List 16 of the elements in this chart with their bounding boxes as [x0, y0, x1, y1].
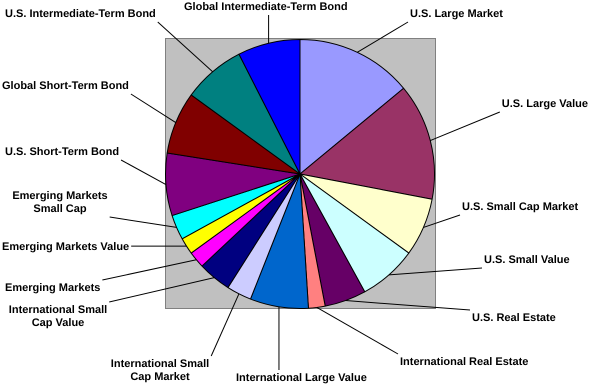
slice-label: U.S. Small Value: [484, 254, 570, 266]
slice-label: U.S. Large Value: [502, 98, 588, 110]
slice-label: International Small Cap Market: [110, 358, 210, 384]
slice-label: U.S. Intermediate-Term Bond: [5, 8, 156, 20]
slice-label: International Real Estate: [400, 356, 528, 368]
slice-label: Global Intermediate-Term Bond: [184, 1, 348, 14]
slice-label: Emerging Markets Small Cap: [12, 190, 108, 216]
slice-label: Emerging Markets Value: [2, 241, 130, 254]
slice-label: U.S. Large Market: [410, 8, 504, 20]
slice-label: International Large Value: [236, 372, 367, 384]
slice-label: U.S. Small Cap Market: [462, 201, 578, 214]
slice-label: Emerging Markets: [5, 282, 100, 294]
slice-label: U.S. Short-Term Bond: [5, 146, 120, 158]
slice-label: Global Short-Term Bond: [2, 80, 129, 92]
slice-label: International Small Cap Value: [8, 304, 108, 330]
slice-label: U.S. Real Estate: [472, 312, 556, 324]
